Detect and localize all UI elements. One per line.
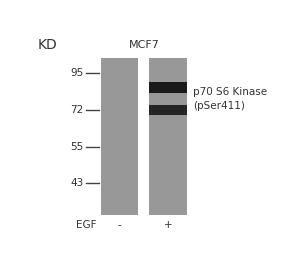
Text: +: + (164, 220, 172, 230)
Text: EGF: EGF (76, 220, 97, 230)
Bar (149, 58, 187, 215)
Bar (149, 105, 187, 115)
Text: 95: 95 (70, 68, 84, 78)
Text: -: - (118, 220, 122, 230)
Text: KD: KD (38, 38, 57, 52)
Bar (149, 82, 187, 93)
Text: 72: 72 (70, 105, 84, 115)
Text: 55: 55 (70, 142, 84, 152)
Text: MCF7: MCF7 (128, 40, 159, 50)
Text: p70 S6 Kinase
(pSer411): p70 S6 Kinase (pSer411) (193, 87, 267, 111)
Text: 43: 43 (70, 178, 84, 188)
Bar (101, 58, 138, 215)
